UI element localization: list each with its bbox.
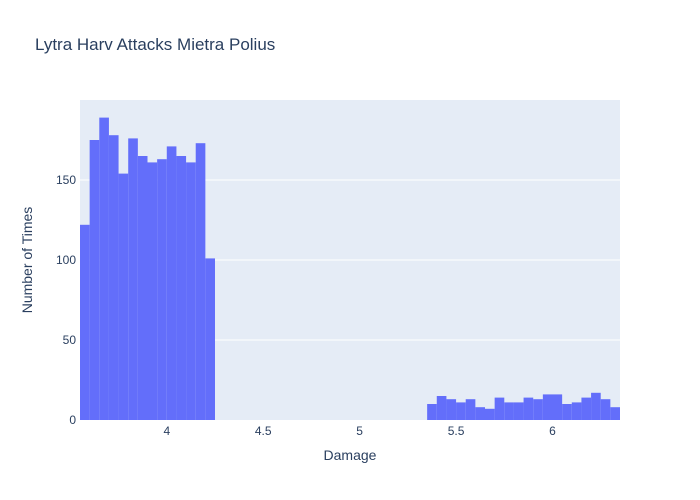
histogram-bar <box>89 140 100 420</box>
histogram-bar <box>533 399 543 420</box>
histogram-bar <box>513 402 524 420</box>
histogram-bar <box>504 402 514 420</box>
histogram-bar <box>591 392 601 420</box>
histogram-bar <box>205 258 215 420</box>
chart-title: Lytra Harv Attacks Mietra Polius <box>35 35 275 54</box>
histogram-bar <box>186 162 196 420</box>
histogram-bar <box>475 407 485 420</box>
histogram-bar <box>523 397 534 420</box>
histogram-bar <box>166 146 177 420</box>
y-tick-label: 150 <box>56 173 76 187</box>
y-axis-label: Number of Times <box>19 207 35 314</box>
histogram-bar <box>485 408 495 420</box>
x-axis-ticks: 4 4.5 5 5.5 6 <box>163 424 556 438</box>
histogram-bar <box>552 394 563 420</box>
y-tick-label: 50 <box>63 333 77 347</box>
histogram-bar <box>147 162 158 420</box>
histogram-bar <box>600 399 611 420</box>
histogram-bar <box>108 135 119 420</box>
x-tick-label: 4 <box>163 424 170 438</box>
x-tick-label: 5 <box>356 424 363 438</box>
histogram-bar <box>137 156 148 420</box>
y-tick-label: 100 <box>56 253 76 267</box>
x-axis-label: Damage <box>324 447 377 463</box>
y-axis-ticks: 0 50 100 150 <box>56 173 76 427</box>
bars <box>80 117 620 420</box>
histogram-bar <box>465 399 476 420</box>
histogram-bar <box>176 156 187 420</box>
histogram-bar <box>128 138 138 420</box>
x-tick-label: 5.5 <box>448 424 465 438</box>
histogram-bar <box>571 402 582 420</box>
histogram-bar <box>494 397 505 420</box>
histogram-bar <box>195 143 206 420</box>
histogram-bar <box>446 399 457 420</box>
histogram-bar <box>99 117 109 420</box>
histogram-bar <box>118 173 129 420</box>
x-tick-label: 6 <box>549 424 556 438</box>
histogram-bar <box>436 396 447 420</box>
histogram-bar <box>157 159 167 420</box>
histogram-bar <box>427 404 437 420</box>
y-tick-label: 0 <box>69 413 76 427</box>
histogram-bar <box>581 397 592 420</box>
histogram-bar <box>80 224 90 420</box>
histogram-bar <box>542 394 553 420</box>
histogram-bar <box>610 407 620 420</box>
histogram-bar <box>456 402 466 420</box>
x-tick-label: 4.5 <box>255 424 272 438</box>
histogram-bar <box>562 404 572 420</box>
